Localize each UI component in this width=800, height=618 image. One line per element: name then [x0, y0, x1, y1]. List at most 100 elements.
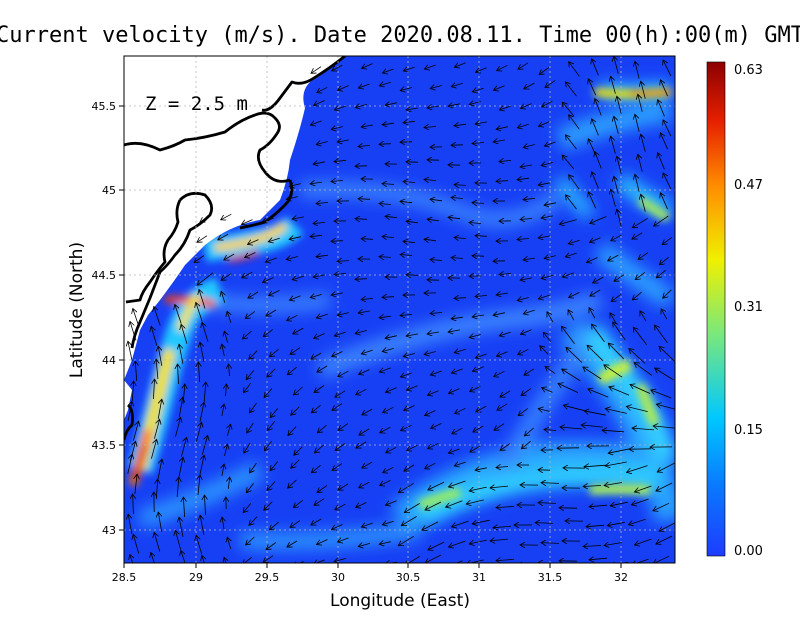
velocity-arrow	[317, 485, 328, 493]
velocity-arrow	[604, 543, 622, 546]
velocity-arrow	[265, 257, 277, 262]
velocity-arrow	[424, 352, 436, 355]
velocity-arrow	[630, 385, 651, 394]
velocity-arrow	[521, 103, 532, 109]
velocity-arrow	[626, 406, 648, 412]
velocity-arrow	[430, 313, 443, 314]
velocity-arrow	[151, 553, 157, 563]
velocity-arrow	[332, 64, 343, 71]
velocity-arrow	[403, 67, 415, 71]
velocity-arrow	[617, 96, 622, 114]
velocity-arrow	[490, 539, 509, 541]
velocity-arrow	[291, 406, 300, 415]
velocity-arrow	[317, 365, 328, 372]
velocity-arrow	[310, 235, 323, 236]
x-tick-label: 28.5	[112, 571, 137, 584]
y-tick-labels: 43 43.5 44 44.5 45 45.5	[92, 100, 117, 537]
velocity-arrow	[545, 367, 556, 374]
velocity-arrow	[358, 311, 370, 313]
velocity-arrow	[361, 298, 374, 299]
velocity-arrow	[608, 343, 624, 360]
velocity-arrow	[154, 419, 159, 439]
velocity-arrow	[454, 124, 467, 126]
velocity-arrow	[517, 298, 529, 301]
velocity-arrow	[267, 368, 276, 377]
velocity-arrow	[565, 253, 577, 257]
velocity-arrow	[627, 465, 648, 473]
velocity-arrow	[355, 279, 368, 280]
velocity-arrow	[562, 102, 575, 117]
velocity-arrow	[221, 273, 232, 281]
velocity-arrow	[451, 317, 463, 319]
velocity-arrow	[595, 99, 602, 116]
velocity-arrow	[638, 252, 649, 260]
velocity-arrow	[425, 501, 442, 510]
velocity-arrow	[475, 295, 488, 296]
velocity-arrow	[469, 102, 481, 105]
velocity-arrow	[355, 104, 367, 107]
velocity-arrow	[314, 100, 325, 106]
velocity-arrow	[454, 298, 467, 299]
velocity-arrow	[499, 332, 511, 336]
velocity-arrow	[496, 467, 509, 468]
velocity-arrow	[428, 390, 439, 396]
velocity-arrow	[379, 257, 392, 258]
velocity-arrow	[249, 516, 258, 526]
velocity-arrow	[657, 462, 675, 472]
velocity-arrow	[454, 62, 466, 67]
velocity-arrow	[335, 503, 346, 510]
velocity-arrow	[359, 369, 370, 375]
velocity-arrow	[472, 366, 484, 372]
velocity-arrow	[361, 350, 373, 354]
velocity-arrow	[262, 218, 274, 222]
velocity-arrow	[406, 275, 419, 276]
velocity-arrow	[499, 106, 511, 110]
velocity-arrow	[382, 69, 394, 73]
velocity-arrow	[562, 155, 575, 170]
velocity-arrow	[197, 235, 208, 243]
velocity-arrow	[385, 562, 398, 563]
velocity-arrow	[454, 185, 467, 186]
velocity-arrow	[267, 481, 276, 491]
velocity-arrow	[520, 219, 533, 220]
velocity-arrow	[337, 261, 350, 262]
velocity-arrow	[493, 85, 505, 90]
velocity-arrow	[264, 440, 272, 451]
velocity-arrow	[382, 348, 394, 351]
velocity-arrow	[520, 278, 532, 280]
velocity-arrow	[270, 461, 279, 470]
velocity-arrow	[451, 83, 463, 86]
velocity-arrow	[286, 197, 298, 200]
velocity-arrow	[586, 525, 605, 526]
velocity-arrow	[589, 505, 608, 507]
velocity-arrow	[517, 239, 530, 240]
velocity-arrow	[640, 311, 647, 322]
velocity-arrow	[427, 332, 439, 334]
velocity-arrow	[311, 464, 321, 473]
velocity-arrow	[311, 518, 322, 525]
velocity-arrow	[248, 291, 259, 298]
velocity-arrow	[245, 311, 256, 318]
velocity-arrow	[569, 292, 580, 297]
velocity-arrow	[151, 326, 158, 346]
colorbar-tick-label: 0.00	[734, 544, 763, 559]
velocity-arrow	[242, 271, 253, 278]
velocity-arrow	[634, 363, 653, 376]
velocity-arrow	[403, 181, 416, 182]
velocity-arrow	[448, 217, 461, 218]
x-axis-label: Longitude (East)	[330, 591, 470, 611]
y-axis-label: Latitude (North)	[67, 242, 87, 378]
velocity-arrow	[181, 437, 186, 457]
velocity-arrow	[592, 119, 599, 136]
velocity-arrow	[521, 440, 531, 449]
velocity-arrow	[635, 174, 640, 192]
velocity-arrow	[635, 114, 640, 132]
velocity-arrow	[157, 399, 162, 419]
velocity-arrow	[316, 142, 328, 145]
colorbar-tick-label: 0.63	[734, 63, 763, 78]
velocity-arrow	[569, 175, 580, 190]
plot-frame	[123, 55, 676, 564]
velocity-arrow	[175, 305, 182, 324]
velocity-arrow	[358, 84, 370, 88]
velocity-arrow	[356, 502, 367, 508]
